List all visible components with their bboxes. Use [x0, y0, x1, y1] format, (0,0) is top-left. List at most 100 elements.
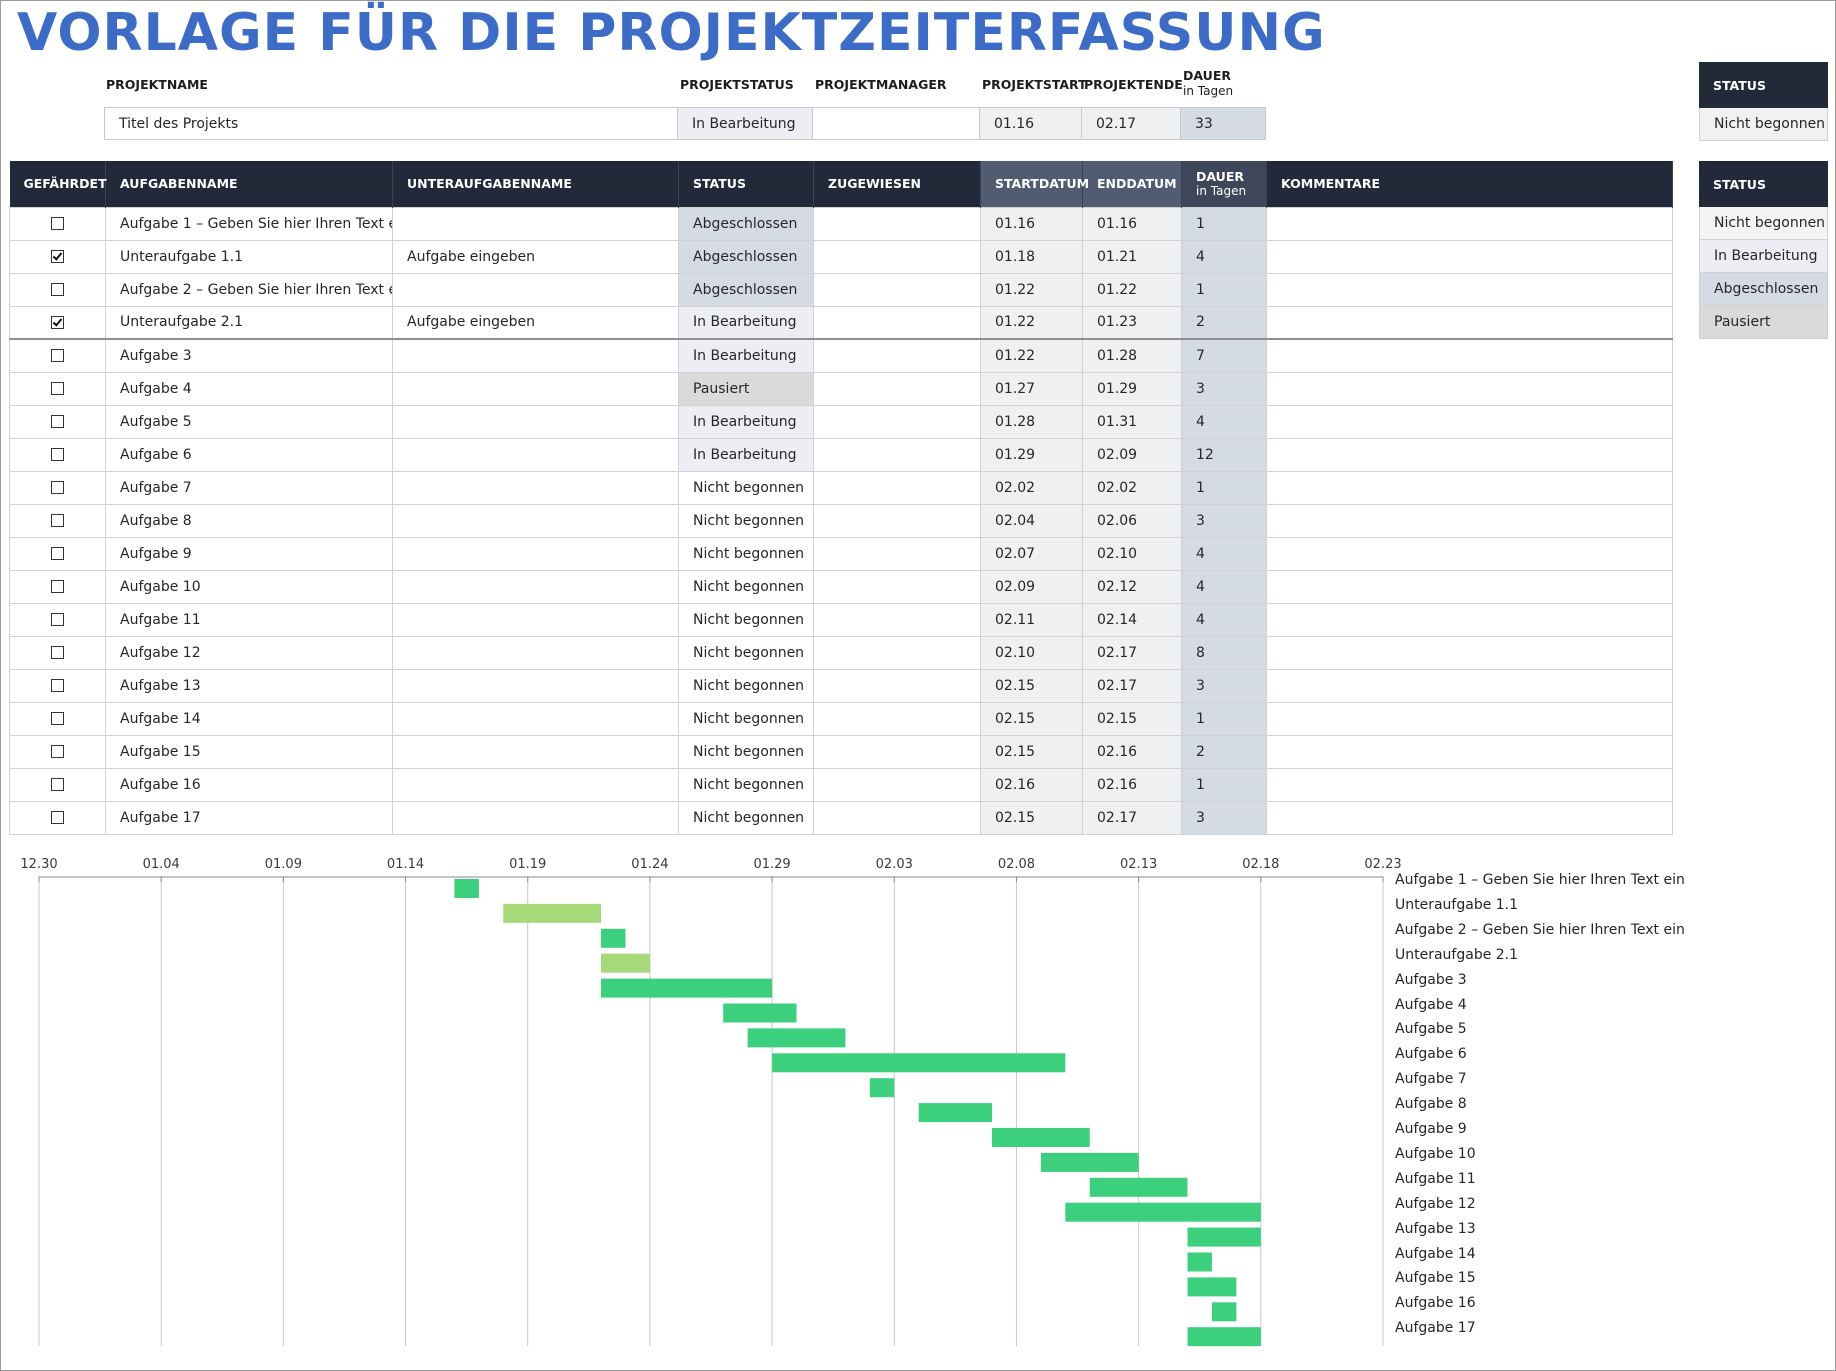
subtask-name-cell[interactable] [392, 272, 679, 307]
comments-cell[interactable] [1266, 536, 1673, 571]
assigned-cell[interactable] [813, 635, 981, 670]
project-name-field[interactable]: Titel des Projekts [105, 108, 678, 139]
end-date-cell[interactable]: 02.02 [1082, 470, 1182, 505]
comments-cell[interactable] [1266, 305, 1673, 340]
start-date-cell[interactable]: 02.07 [980, 536, 1083, 571]
end-date-cell[interactable]: 02.17 [1082, 800, 1182, 835]
checkbox[interactable] [51, 382, 64, 395]
start-date-cell[interactable]: 01.28 [980, 404, 1083, 439]
end-date-cell[interactable]: 01.16 [1082, 206, 1182, 241]
comments-cell[interactable] [1266, 800, 1673, 835]
task-name-cell[interactable]: Unteraufgabe 2.1 [105, 305, 393, 340]
assigned-cell[interactable] [813, 437, 981, 472]
subtask-name-cell[interactable] [392, 536, 679, 571]
start-date-cell[interactable]: 02.10 [980, 635, 1083, 670]
start-date-cell[interactable]: 01.22 [980, 272, 1083, 307]
checkbox[interactable] [51, 547, 64, 560]
end-date-cell[interactable]: 02.14 [1082, 602, 1182, 637]
status-cell[interactable]: Abgeschlossen [678, 239, 814, 274]
assigned-cell[interactable] [813, 734, 981, 769]
task-name-cell[interactable]: Aufgabe 7 [105, 470, 393, 505]
subtask-name-cell[interactable] [392, 602, 679, 637]
end-date-cell[interactable]: 01.28 [1082, 338, 1182, 373]
assigned-cell[interactable] [813, 470, 981, 505]
subtask-name-cell[interactable]: Aufgabe eingeben [392, 305, 679, 340]
start-date-cell[interactable]: 01.22 [980, 338, 1083, 373]
checkbox-checked[interactable] [51, 250, 64, 263]
end-date-cell[interactable]: 01.23 [1082, 305, 1182, 340]
end-date-cell[interactable]: 02.15 [1082, 701, 1182, 736]
task-name-cell[interactable]: Aufgabe 10 [105, 569, 393, 604]
checkbox[interactable] [51, 745, 64, 758]
status-cell[interactable]: Nicht begonnen [678, 635, 814, 670]
assigned-cell[interactable] [813, 239, 981, 274]
comments-cell[interactable] [1266, 206, 1673, 241]
start-date-cell[interactable]: 02.15 [980, 701, 1083, 736]
assigned-cell[interactable] [813, 206, 981, 241]
start-date-cell[interactable]: 01.27 [980, 371, 1083, 406]
subtask-name-cell[interactable] [392, 569, 679, 604]
project-end-field[interactable]: 02.17 [1082, 108, 1181, 139]
status-cell[interactable]: Nicht begonnen [678, 701, 814, 736]
status-cell[interactable]: In Bearbeitung [678, 404, 814, 439]
subtask-name-cell[interactable] [392, 470, 679, 505]
task-name-cell[interactable]: Aufgabe 13 [105, 668, 393, 703]
task-name-cell[interactable]: Aufgabe 11 [105, 602, 393, 637]
task-name-cell[interactable]: Aufgabe 17 [105, 800, 393, 835]
end-date-cell[interactable]: 02.09 [1082, 437, 1182, 472]
comments-cell[interactable] [1266, 668, 1673, 703]
checkbox[interactable] [51, 778, 64, 791]
end-date-cell[interactable]: 02.17 [1082, 635, 1182, 670]
end-date-cell[interactable]: 01.21 [1082, 239, 1182, 274]
project-status-field[interactable]: In Bearbeitung [678, 108, 813, 139]
checkbox[interactable] [51, 811, 64, 824]
subtask-name-cell[interactable] [392, 503, 679, 538]
checkbox[interactable] [51, 415, 64, 428]
task-name-cell[interactable]: Unteraufgabe 1.1 [105, 239, 393, 274]
task-name-cell[interactable]: Aufgabe 4 [105, 371, 393, 406]
status-cell[interactable]: In Bearbeitung [678, 338, 814, 373]
status-cell[interactable]: Nicht begonnen [678, 569, 814, 604]
task-name-cell[interactable]: Aufgabe 3 [105, 338, 393, 373]
task-name-cell[interactable]: Aufgabe 15 [105, 734, 393, 769]
assigned-cell[interactable] [813, 305, 981, 340]
assigned-cell[interactable] [813, 569, 981, 604]
end-date-cell[interactable]: 02.06 [1082, 503, 1182, 538]
assigned-cell[interactable] [813, 338, 981, 373]
start-date-cell[interactable]: 01.18 [980, 239, 1083, 274]
assigned-cell[interactable] [813, 503, 981, 538]
task-name-cell[interactable]: Aufgabe 9 [105, 536, 393, 571]
comments-cell[interactable] [1266, 470, 1673, 505]
end-date-cell[interactable]: 01.29 [1082, 371, 1182, 406]
status-cell[interactable]: Abgeschlossen [678, 206, 814, 241]
subtask-name-cell[interactable] [392, 800, 679, 835]
checkbox[interactable] [51, 448, 64, 461]
subtask-name-cell[interactable] [392, 206, 679, 241]
assigned-cell[interactable] [813, 272, 981, 307]
comments-cell[interactable] [1266, 602, 1673, 637]
start-date-cell[interactable]: 02.15 [980, 800, 1083, 835]
start-date-cell[interactable]: 01.29 [980, 437, 1083, 472]
subtask-name-cell[interactable] [392, 701, 679, 736]
comments-cell[interactable] [1266, 437, 1673, 472]
subtask-name-cell[interactable] [392, 404, 679, 439]
comments-cell[interactable] [1266, 734, 1673, 769]
subtask-name-cell[interactable] [392, 734, 679, 769]
end-date-cell[interactable]: 02.16 [1082, 767, 1182, 802]
status-cell[interactable]: Nicht begonnen [678, 734, 814, 769]
start-date-cell[interactable]: 02.04 [980, 503, 1083, 538]
status-box-value[interactable]: Nicht begonnen [1699, 108, 1828, 141]
status-cell[interactable]: Nicht begonnen [678, 668, 814, 703]
subtask-name-cell[interactable] [392, 668, 679, 703]
task-name-cell[interactable]: Aufgabe 2 – Geben Sie hier Ihren Text ei… [105, 272, 393, 307]
start-date-cell[interactable]: 02.15 [980, 668, 1083, 703]
comments-cell[interactable] [1266, 767, 1673, 802]
start-date-cell[interactable]: 01.16 [980, 206, 1083, 241]
start-date-cell[interactable]: 02.11 [980, 602, 1083, 637]
assigned-cell[interactable] [813, 701, 981, 736]
task-name-cell[interactable]: Aufgabe 12 [105, 635, 393, 670]
comments-cell[interactable] [1266, 272, 1673, 307]
task-name-cell[interactable]: Aufgabe 14 [105, 701, 393, 736]
start-date-cell[interactable]: 02.09 [980, 569, 1083, 604]
comments-cell[interactable] [1266, 635, 1673, 670]
